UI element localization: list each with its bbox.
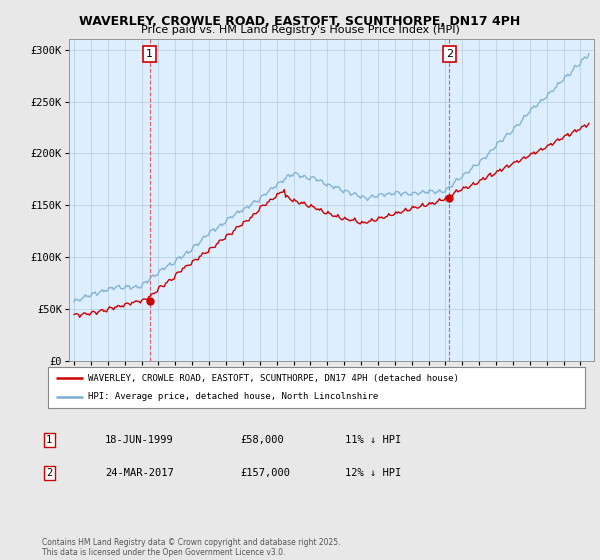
Text: £58,000: £58,000 [240,435,284,445]
Text: 2: 2 [446,49,453,59]
Text: 12% ↓ HPI: 12% ↓ HPI [345,468,401,478]
Text: 18-JUN-1999: 18-JUN-1999 [105,435,174,445]
Text: Contains HM Land Registry data © Crown copyright and database right 2025.
This d: Contains HM Land Registry data © Crown c… [42,538,341,557]
Text: WAVERLEY, CROWLE ROAD, EASTOFT, SCUNTHORPE, DN17 4PH: WAVERLEY, CROWLE ROAD, EASTOFT, SCUNTHOR… [79,15,521,27]
Text: 1: 1 [46,435,52,445]
Text: £157,000: £157,000 [240,468,290,478]
Text: 24-MAR-2017: 24-MAR-2017 [105,468,174,478]
Text: 2: 2 [46,468,52,478]
Text: HPI: Average price, detached house, North Lincolnshire: HPI: Average price, detached house, Nort… [88,393,379,402]
Text: WAVERLEY, CROWLE ROAD, EASTOFT, SCUNTHORPE, DN17 4PH (detached house): WAVERLEY, CROWLE ROAD, EASTOFT, SCUNTHOR… [88,374,459,382]
Text: 1: 1 [146,49,153,59]
Text: Price paid vs. HM Land Registry's House Price Index (HPI): Price paid vs. HM Land Registry's House … [140,25,460,35]
Text: 11% ↓ HPI: 11% ↓ HPI [345,435,401,445]
